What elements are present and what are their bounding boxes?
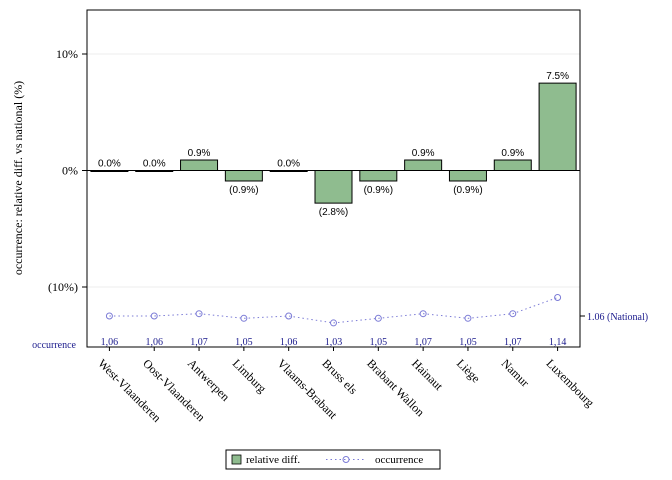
occurrence-value-label: 1,03	[325, 337, 343, 348]
bar	[359, 170, 398, 182]
occurrence-value-label: 1,14	[549, 337, 567, 348]
bar-value-label: 0.0%	[98, 159, 121, 170]
bar	[314, 170, 353, 204]
bar-value-label: (0.9%)	[453, 185, 482, 196]
occurrence-value-label: 1,05	[459, 337, 477, 348]
occurrence-marker	[240, 314, 248, 322]
legend: relative diff. occurrence	[225, 449, 441, 470]
bar-labels: 0.0% 0.0% 0.9% (0.9%) 0.0% (2.8%) (0.9%) 0.9% (0…	[98, 71, 569, 218]
y-axis-label: occurrence: relative diff. vs national (…	[11, 81, 25, 275]
occurrence-value-label: 1,05	[370, 337, 388, 348]
y-ticks: 10% 0% (10%)	[48, 47, 87, 294]
occurrence-marker	[419, 310, 427, 318]
occurrence-marker	[105, 312, 113, 320]
occurrence-value-label: 1,06	[101, 337, 119, 348]
y-tick-label: 10%	[56, 47, 78, 61]
bar	[224, 170, 263, 182]
bar-value-label: (0.9%)	[229, 185, 258, 196]
national-occurrence-label: 1.06 (National)	[587, 312, 648, 323]
gridlines	[87, 53, 580, 288]
bar-value-label: 0.0%	[143, 159, 166, 170]
bar	[180, 159, 219, 171]
occurrence-value-label: 1,06	[145, 337, 163, 348]
bar	[404, 159, 443, 171]
bar-value-label: 7.5%	[546, 71, 569, 82]
y-tick-label: 0%	[62, 164, 78, 178]
occurrence-marker	[195, 310, 203, 318]
occurrence-row-label: occurrence	[32, 340, 76, 351]
occurrence-marker	[509, 310, 517, 318]
occurrence-value-label: 1,07	[190, 337, 208, 348]
legend-box	[225, 449, 441, 470]
bar	[538, 82, 577, 171]
occurrence-value-label: 1,07	[504, 337, 522, 348]
bar-value-label: 0.0%	[277, 159, 300, 170]
occurrence-marker	[285, 312, 293, 320]
occurrence-marker	[330, 319, 337, 327]
bar-value-label: 0.9%	[412, 148, 435, 159]
bar-value-label: (2.8%)	[319, 207, 348, 218]
legend-swatch-relative-diff	[231, 454, 242, 465]
legend-label-relative-diff: relative diff.	[246, 454, 300, 466]
bar	[448, 170, 487, 182]
occurrence-marker	[554, 294, 562, 302]
occurrence-value-label: 1,07	[414, 337, 432, 348]
plot-frame	[86, 9, 581, 348]
y-tick-label: (10%)	[48, 280, 78, 294]
occurrence-value-label: 1,06	[280, 337, 298, 348]
occurrence-series: 1,06 1,06 1,07 1,05 1,06 1,03 1,05 1,07 1,05 1,07…	[101, 294, 585, 348]
bar-value-label: (0.9%)	[364, 185, 393, 196]
bar	[493, 159, 532, 171]
occurrence-marker	[464, 314, 472, 322]
legend-label-occurrence: occurrence	[375, 454, 423, 466]
occurrence-value-label: 1,05	[235, 337, 253, 348]
legend-marker-occurrence	[342, 456, 350, 463]
occurrence-marker	[150, 312, 158, 320]
occurrence-marker	[374, 314, 382, 322]
bar-value-label: 0.9%	[501, 148, 524, 159]
bar-value-label: 0.9%	[188, 148, 211, 159]
